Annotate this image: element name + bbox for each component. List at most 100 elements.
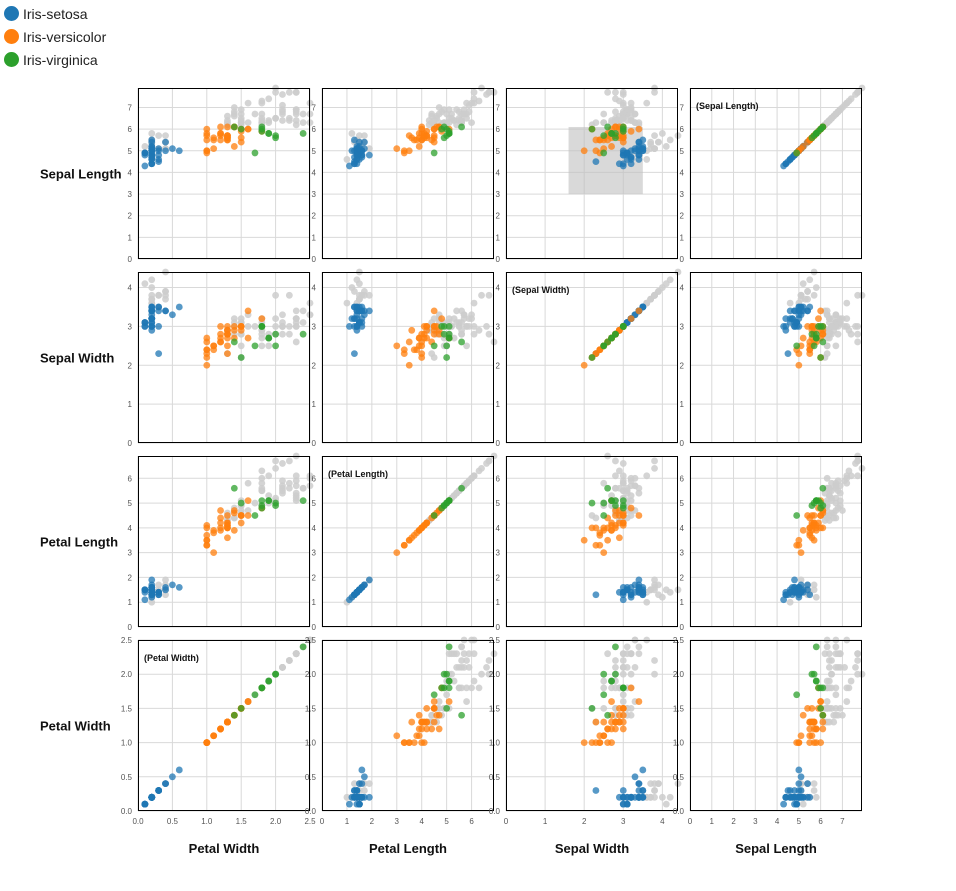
- data-point-iris-setosa: [631, 773, 639, 781]
- data-point-iris-setosa: [155, 323, 163, 330]
- data-point-iris-versicolor: [425, 121, 433, 129]
- panel-sepal-width-vs-sepal-width[interactable]: (Sepal Width) 0 1 2 3 4: [496, 268, 682, 448]
- data-point-iris-versicolor: [217, 725, 224, 733]
- panel-sepal-length-vs-petal-length[interactable]: 0 1 2 3 4 5 6 7: [312, 84, 498, 264]
- panel-petal-length-vs-petal-length[interactable]: (Petal Length) 0 1 2 3 4 5 6: [312, 452, 498, 632]
- data-point-iris-versicolor: [627, 684, 635, 692]
- panel-sepal-width-vs-petal-width[interactable]: 0 1 2 3 4: [128, 268, 314, 448]
- data-point-iris-virginica: [299, 110, 307, 118]
- point-layer: [780, 636, 866, 808]
- y-tick-label: 1.0: [673, 739, 685, 748]
- panel-petal-length-vs-sepal-width[interactable]: 0 1 2 3 4 5 6: [496, 452, 682, 632]
- panel-petal-width-vs-petal-width[interactable]: (Petal Width)0.00.51.01.52.02.50.0 0.5 1.0…: [121, 636, 316, 826]
- data-point-iris-setosa: [148, 588, 156, 596]
- data-point-iris-versicolor: [619, 705, 627, 712]
- panel-petal-length-vs-sepal-length[interactable]: 0 1 2 3 4 5 6: [680, 452, 866, 632]
- panel-petal-width-vs-petal-length[interactable]: 0.0 0.5 1.0 1.5 2.0 2.5 0 1 2 3 4 5 6: [305, 636, 498, 826]
- legend-item-setosa[interactable]: Iris-setosa: [4, 2, 106, 25]
- data-point-iris-virginica: [445, 334, 453, 342]
- data-point-iris-setosa: [360, 773, 368, 781]
- data-point-iris-virginica: [854, 657, 862, 664]
- data-point-iris-setosa: [148, 136, 156, 144]
- legend-item-virginica[interactable]: Iris-virginica: [4, 48, 106, 71]
- panel-sepal-length-vs-sepal-length[interactable]: (Sepal Length) 0 1 2 3 4 5 6 7: [680, 84, 866, 264]
- panel-petal-length-vs-petal-width[interactable]: 0 1 2 3 4 5 6: [128, 452, 314, 632]
- data-point-iris-virginica: [292, 315, 300, 323]
- data-point-iris-virginica: [285, 479, 293, 487]
- data-point-iris-virginica: [230, 123, 238, 131]
- point-layer: [780, 452, 866, 606]
- data-point-iris-virginica: [272, 330, 279, 338]
- data-point-iris-setosa: [806, 303, 814, 311]
- data-point-iris-versicolor: [795, 361, 803, 369]
- data-point-iris-virginica: [470, 677, 478, 685]
- data-point-iris-setosa: [353, 787, 361, 794]
- data-point-iris-versicolor: [627, 127, 635, 135]
- data-point-iris-versicolor: [819, 725, 827, 733]
- data-point-iris-versicolor: [251, 499, 259, 507]
- y-tick-label: 6: [128, 125, 133, 134]
- data-point-iris-virginica: [612, 657, 619, 664]
- y-tick-label: 1.5: [121, 704, 133, 713]
- data-point-iris-setosa: [786, 793, 794, 801]
- y-tick-label: 3: [312, 549, 317, 558]
- data-point-iris-virginica: [812, 334, 820, 342]
- data-point-iris-virginica: [817, 504, 825, 512]
- point-layer: [141, 84, 314, 170]
- panel-petal-width-vs-sepal-length[interactable]: 0.0 0.5 1.0 1.5 2.0 2.5 0 1 2 3 4 5 6 7: [673, 636, 866, 826]
- y-tick-label: 2: [128, 573, 133, 582]
- panel-sepal-width-vs-petal-length[interactable]: 0 1 2 3 4: [312, 268, 498, 448]
- panel-sepal-length-vs-petal-width[interactable]: 0 1 2 3 4 5 6 7: [128, 84, 314, 264]
- panel-sepal-width-vs-sepal-length[interactable]: 0 1 2 3 4: [680, 268, 866, 448]
- y-tick-label: 0.5: [673, 773, 685, 782]
- data-point-iris-versicolor: [224, 718, 231, 726]
- data-point-iris-virginica: [612, 472, 619, 480]
- data-point-iris-virginica: [588, 499, 596, 507]
- data-point-iris-versicolor: [400, 739, 408, 746]
- data-point-iris-virginica: [448, 670, 456, 678]
- data-point-iris-versicolor: [393, 549, 401, 557]
- data-point-iris-versicolor: [795, 739, 803, 746]
- data-point-iris-virginica: [819, 484, 827, 492]
- data-point-iris-setosa: [804, 780, 811, 788]
- y-tick-label: 1: [312, 400, 317, 409]
- panel-sepal-length-vs-sepal-width[interactable]: 0 1 2 3 4 5 6 7: [496, 84, 682, 264]
- x-tick-label: 1: [710, 817, 715, 826]
- data-point-iris-virginica: [588, 354, 596, 361]
- data-point-iris-versicolor: [408, 718, 416, 726]
- data-point-iris-versicolor: [217, 507, 224, 514]
- data-point-iris-versicolor: [604, 536, 612, 544]
- data-point-iris-versicolor: [799, 526, 807, 534]
- data-point-iris-virginica: [847, 472, 855, 480]
- data-point-iris-virginica: [463, 99, 470, 107]
- point-layer: [343, 452, 498, 606]
- data-point-iris-versicolor: [580, 361, 588, 369]
- data-point-iris-virginica: [627, 99, 635, 107]
- y-tick-label: 2: [128, 361, 133, 370]
- data-point-iris-virginica: [631, 482, 639, 490]
- data-point-iris-versicolor: [251, 110, 259, 118]
- data-point-iris-virginica: [445, 497, 453, 505]
- data-point-iris-setosa: [162, 138, 169, 146]
- data-point-iris-virginica: [430, 149, 438, 157]
- data-point-iris-setosa: [786, 588, 794, 596]
- data-point-iris-versicolor: [413, 732, 421, 740]
- x-tick-label: 0: [504, 817, 509, 826]
- x-tick-label: 2: [370, 817, 375, 826]
- panel-border: [138, 456, 310, 627]
- data-point-iris-setosa: [810, 291, 818, 299]
- data-point-iris-versicolor: [210, 549, 218, 557]
- data-point-iris-setosa: [148, 295, 156, 303]
- data-point-iris-virginica: [619, 127, 627, 135]
- data-point-iris-versicolor: [635, 698, 643, 705]
- data-point-iris-versicolor: [423, 705, 431, 712]
- legend-item-versicolor[interactable]: Iris-versicolor: [4, 25, 106, 48]
- y-tick-label: 4: [680, 168, 685, 177]
- data-point-iris-virginica: [600, 691, 608, 699]
- data-point-iris-virginica: [608, 492, 615, 500]
- data-point-iris-virginica: [815, 497, 822, 505]
- data-point-iris-virginica: [608, 497, 615, 505]
- data-point-iris-setosa: [619, 787, 627, 794]
- panel-petal-width-vs-sepal-width[interactable]: 0.0 0.5 1.0 1.5 2.0 2.5 0 1 2 3 4: [489, 636, 682, 826]
- data-point-iris-virginica: [475, 326, 483, 334]
